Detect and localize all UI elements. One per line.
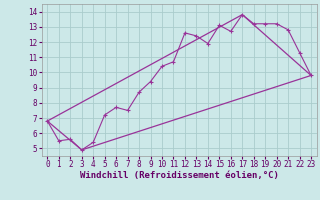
X-axis label: Windchill (Refroidissement éolien,°C): Windchill (Refroidissement éolien,°C) (80, 171, 279, 180)
